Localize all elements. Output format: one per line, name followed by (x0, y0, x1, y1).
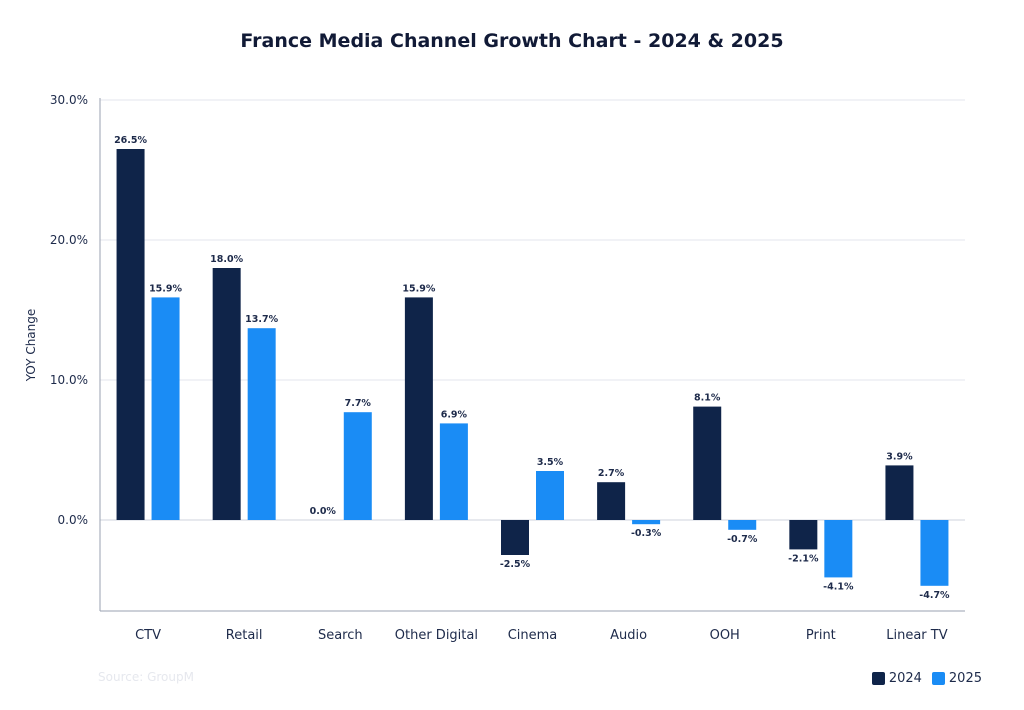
bar-2024 (693, 406, 722, 520)
data-label: 0.0% (310, 506, 337, 517)
data-label: 7.7% (345, 398, 372, 409)
y-axis-label: YOY Change (24, 309, 38, 383)
data-label: -2.1% (788, 553, 819, 564)
data-label: -0.7% (727, 534, 758, 545)
data-label: 3.9% (886, 451, 913, 462)
bar-2025 (728, 520, 757, 530)
bar-2024 (116, 149, 145, 520)
y-tick-label: 30.0% (50, 93, 88, 107)
bar-2024 (501, 520, 529, 555)
data-label: 8.1% (694, 393, 721, 404)
y-tick-label: 0.0% (58, 513, 89, 527)
data-label: 13.7% (245, 314, 278, 325)
x-category-label: Linear TV (886, 628, 947, 643)
data-label: 6.9% (441, 409, 468, 420)
data-label: 3.5% (537, 457, 564, 468)
data-label: 26.5% (114, 135, 147, 146)
bar-2025 (632, 520, 661, 525)
legend-item-2024: 2024 (871, 671, 922, 686)
x-category-label: Other Digital (395, 628, 478, 643)
legend-label-2024: 2024 (888, 671, 922, 686)
data-label: 2.7% (598, 468, 625, 479)
source-note: Source: GroupM (98, 670, 194, 684)
bar-2024 (789, 520, 818, 550)
bar-2025 (247, 328, 276, 520)
legend-label-2025: 2025 (948, 671, 982, 686)
y-tick-label: 10.0% (50, 373, 88, 387)
legend-item-2025: 2025 (931, 671, 982, 686)
bar-2025 (536, 471, 564, 520)
bar-2025 (920, 520, 949, 586)
legend-swatch-2024 (871, 672, 885, 685)
bar-2024 (597, 482, 626, 520)
bar-2025 (439, 423, 468, 520)
data-label: -0.3% (631, 528, 662, 539)
bar-2024 (404, 297, 433, 520)
x-category-label: Retail (226, 628, 263, 643)
bar-2024 (212, 268, 241, 520)
bar-2024 (885, 465, 914, 520)
data-label: 15.9% (402, 283, 435, 294)
chart-title: France Media Channel Growth Chart - 2024… (240, 30, 784, 52)
bar-2025 (151, 297, 180, 520)
data-label: -2.5% (500, 559, 531, 570)
x-category-label: Audio (610, 628, 647, 643)
legend: 2024 2025 (871, 671, 982, 686)
bar-2025 (343, 412, 372, 520)
data-label: 15.9% (149, 283, 182, 294)
x-category-label: Print (806, 628, 836, 643)
data-label: 18.0% (210, 254, 243, 265)
x-category-label: CTV (135, 628, 161, 643)
data-label: -4.1% (823, 581, 854, 592)
bar-2025 (824, 520, 853, 578)
x-category-label: Cinema (508, 628, 558, 643)
legend-swatch-2025 (931, 672, 945, 685)
data-label: -4.7% (919, 590, 950, 601)
x-category-label: Search (318, 628, 363, 643)
y-tick-label: 20.0% (50, 233, 88, 247)
x-category-label: OOH (710, 628, 740, 643)
